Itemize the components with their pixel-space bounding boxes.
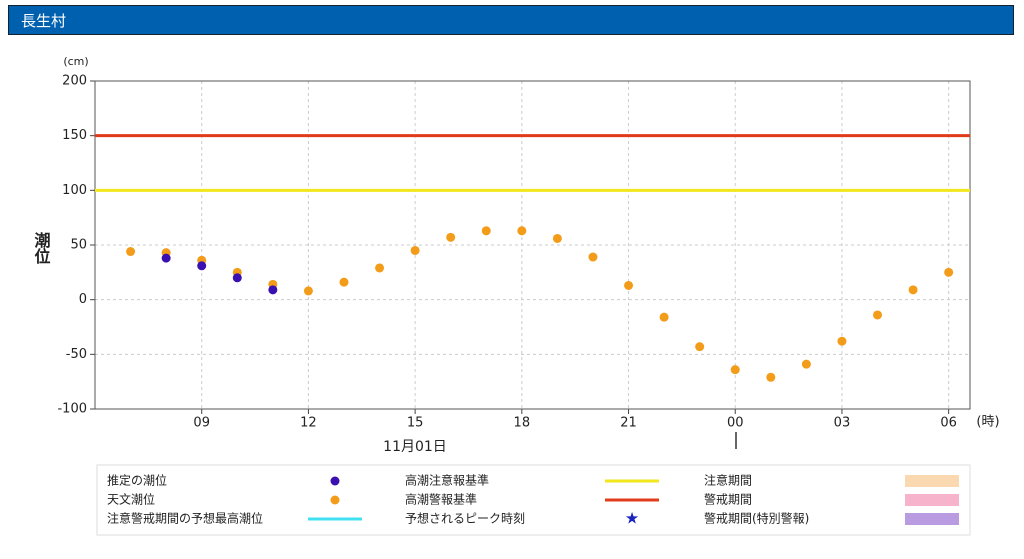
data-point (410, 245, 420, 255)
x-tick-label: 21 (620, 416, 637, 431)
data-point (730, 365, 740, 375)
y-tick-label: -100 (57, 402, 87, 417)
data-point (766, 372, 776, 382)
y-tick-label: 50 (70, 238, 87, 253)
legend-label: 警戒期間 (704, 492, 752, 507)
legend-label: 推定の潮位 (107, 473, 167, 488)
y-tick-label: 0 (79, 292, 87, 307)
data-point (624, 280, 634, 290)
legend-label: 警戒期間(特別警報) (704, 511, 809, 526)
y-tick-label: 100 (62, 183, 87, 198)
y-unit: (cm) (63, 55, 88, 68)
y-tick-label: -50 (66, 347, 87, 362)
x-tick-label: 15 (407, 416, 424, 431)
data-point (161, 253, 171, 263)
data-point (303, 286, 313, 296)
data-point (446, 232, 456, 242)
data-point (659, 312, 669, 322)
data-point (944, 267, 954, 277)
legend-label: 天文潮位 (107, 492, 155, 507)
x-tick-label: 06 (940, 416, 957, 431)
y-tick-label: 200 (62, 74, 87, 89)
legend-box (96, 464, 971, 536)
data-point (837, 336, 847, 346)
data-point (517, 226, 527, 236)
y-tick-label: 150 (62, 128, 87, 143)
header-title: 長生村 (8, 5, 1014, 35)
data-point (339, 277, 349, 287)
legend-symbol (330, 495, 340, 505)
plot-frame (94, 80, 971, 410)
legend-symbol (905, 475, 959, 487)
data-point (126, 247, 136, 257)
legend-symbol (905, 513, 959, 525)
y-label: 潮位 (32, 231, 51, 265)
data-point (588, 252, 598, 262)
legend-symbol: ★ (625, 509, 639, 528)
data-point (197, 261, 207, 271)
x-tick-label: 00 (727, 416, 744, 431)
data-point (695, 342, 705, 352)
legend-label: 注意期間 (704, 473, 752, 488)
legend-label: 高潮注意報基準 (405, 473, 489, 488)
data-point (873, 310, 883, 320)
legend-label: 予想されるピーク時刻 (405, 511, 525, 526)
data-point (375, 263, 385, 273)
data-point (481, 226, 491, 236)
data-point (552, 233, 562, 243)
date-label: 11月01日 (383, 439, 447, 455)
legend-symbol (905, 494, 959, 506)
x-tick-label: 03 (834, 416, 851, 431)
legend-label: 高潮警報基準 (405, 492, 477, 507)
legend-symbol (330, 476, 340, 486)
x-unit: (時) (976, 415, 999, 430)
data-point (801, 359, 811, 369)
x-tick-label: 18 (514, 416, 531, 431)
data-point (908, 285, 918, 295)
data-point (232, 273, 242, 283)
legend-label: 注意警戒期間の予想最高潮位 (107, 511, 263, 526)
x-tick-label: 12 (300, 416, 317, 431)
x-tick-label: 09 (193, 416, 210, 431)
data-point (268, 285, 278, 295)
